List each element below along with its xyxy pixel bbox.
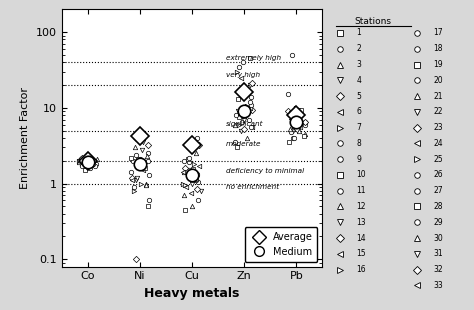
Text: 10: 10: [356, 170, 366, 179]
Text: 23: 23: [433, 123, 443, 132]
Text: 18: 18: [433, 44, 443, 53]
Text: 24: 24: [433, 139, 443, 148]
Text: 19: 19: [433, 60, 443, 69]
Text: 2: 2: [356, 44, 361, 53]
Text: no enrichment: no enrichment: [226, 184, 279, 190]
Text: 6: 6: [356, 107, 361, 116]
Legend: Average, Medium: Average, Medium: [245, 227, 318, 262]
Text: 7: 7: [356, 123, 361, 132]
Text: 5: 5: [356, 91, 361, 100]
Text: 26: 26: [433, 170, 443, 179]
Text: 17: 17: [433, 29, 443, 38]
Text: 1: 1: [356, 29, 361, 38]
Text: very high: very high: [226, 72, 260, 78]
Text: deficiency to minimal: deficiency to minimal: [226, 168, 304, 174]
Text: 3: 3: [356, 60, 361, 69]
Text: 9: 9: [356, 155, 361, 164]
Text: 25: 25: [433, 155, 443, 164]
Text: 31: 31: [433, 249, 443, 258]
Text: 28: 28: [433, 202, 443, 211]
Text: 22: 22: [433, 107, 443, 116]
Text: 4: 4: [356, 76, 361, 85]
Text: 29: 29: [433, 218, 443, 227]
Text: 12: 12: [356, 202, 365, 211]
Text: 8: 8: [356, 139, 361, 148]
X-axis label: Heavy metals: Heavy metals: [144, 287, 240, 300]
Text: Stations: Stations: [354, 17, 391, 26]
Text: 11: 11: [356, 186, 365, 195]
Text: 27: 27: [433, 186, 443, 195]
Text: extremely high: extremely high: [226, 55, 281, 61]
Text: 33: 33: [433, 281, 443, 290]
Text: 32: 32: [433, 265, 443, 274]
Text: 15: 15: [356, 249, 366, 258]
Text: 13: 13: [356, 218, 366, 227]
Text: moderate: moderate: [226, 141, 261, 147]
Text: 14: 14: [356, 233, 366, 242]
Text: 16: 16: [356, 265, 366, 274]
Text: 20: 20: [433, 76, 443, 85]
Y-axis label: Enrichment Factor: Enrichment Factor: [20, 87, 30, 189]
Text: 30: 30: [433, 233, 443, 242]
Text: 21: 21: [433, 91, 443, 100]
Text: significant: significant: [226, 121, 264, 126]
